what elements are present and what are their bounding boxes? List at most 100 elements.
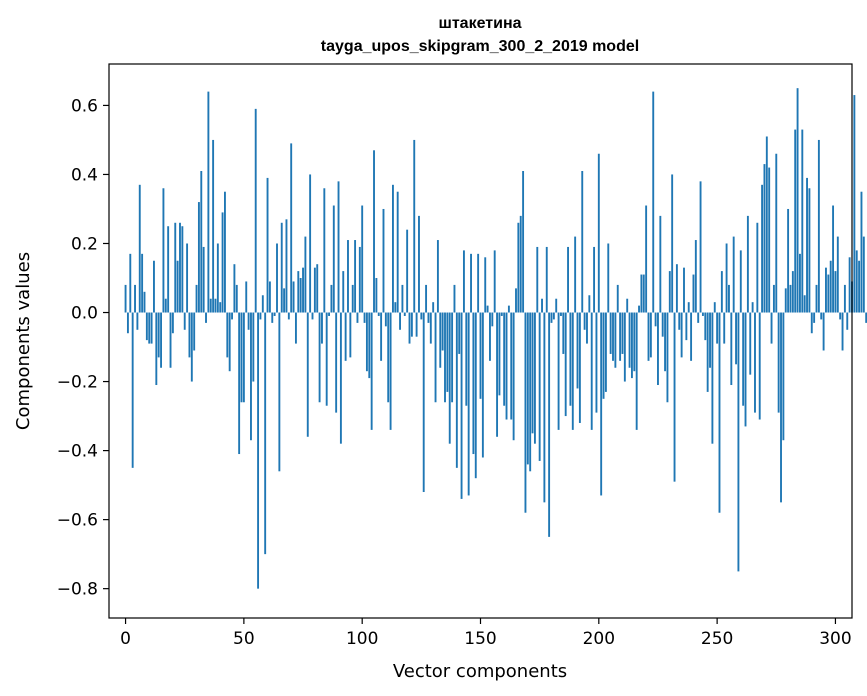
bar <box>590 312 593 430</box>
bar <box>370 312 373 430</box>
bar <box>569 312 572 406</box>
bar <box>273 312 276 316</box>
bar <box>749 312 752 375</box>
bar <box>609 312 612 354</box>
bar <box>429 312 432 344</box>
bar <box>167 226 170 313</box>
bar <box>432 302 435 313</box>
bar <box>309 174 312 313</box>
bar <box>647 312 650 361</box>
bar <box>493 250 496 313</box>
bar <box>413 139 416 313</box>
bar <box>129 253 132 313</box>
bar <box>392 184 394 313</box>
bar <box>354 240 357 313</box>
bar <box>756 222 759 313</box>
bar <box>541 298 543 313</box>
bar <box>207 91 210 313</box>
bar <box>460 312 463 499</box>
bar <box>829 260 832 313</box>
bar <box>777 312 780 413</box>
bar <box>387 312 390 403</box>
bar <box>406 229 409 313</box>
bar <box>313 267 316 313</box>
bar <box>384 312 387 327</box>
bar <box>214 298 217 313</box>
bar <box>855 250 858 313</box>
bar <box>671 174 674 313</box>
bar <box>782 312 785 441</box>
bar <box>630 312 633 379</box>
bar <box>510 312 513 420</box>
bar <box>484 257 487 313</box>
bar <box>422 312 425 493</box>
y-tick-label: −0.6 <box>57 511 98 531</box>
bar <box>193 312 196 351</box>
bar <box>403 312 406 316</box>
bar <box>328 312 330 316</box>
bar <box>787 208 790 313</box>
bar <box>467 312 470 496</box>
bar <box>623 312 626 382</box>
bar <box>834 271 837 313</box>
bar <box>538 312 541 461</box>
bar <box>531 312 534 434</box>
bar <box>619 312 622 361</box>
bar <box>718 312 721 513</box>
bar <box>337 181 340 313</box>
chart-title: штакетина <box>439 15 522 32</box>
bar <box>709 312 711 368</box>
bar <box>160 312 162 368</box>
bar <box>827 274 830 313</box>
bar <box>673 312 676 482</box>
bar <box>517 222 520 313</box>
bar <box>503 312 506 406</box>
bar <box>276 243 278 313</box>
bar <box>131 312 134 468</box>
bar <box>865 312 867 323</box>
bar <box>628 312 631 368</box>
bar <box>418 215 420 313</box>
bar <box>794 129 797 313</box>
bar <box>690 312 693 361</box>
bar <box>458 312 461 354</box>
bar <box>694 240 697 313</box>
bar <box>318 312 321 403</box>
bar <box>604 312 607 392</box>
bar <box>330 284 333 313</box>
bar <box>661 312 664 337</box>
bar <box>441 312 444 351</box>
bar <box>323 188 326 313</box>
bar <box>209 298 212 313</box>
bar <box>543 312 546 503</box>
bar <box>242 312 245 403</box>
bar <box>183 312 186 330</box>
bar <box>479 312 482 399</box>
bar <box>124 284 127 313</box>
bar <box>145 312 148 341</box>
bar <box>259 312 262 320</box>
bar <box>843 284 846 313</box>
bar <box>683 267 685 313</box>
bar <box>373 150 375 313</box>
bar <box>138 184 141 313</box>
bar <box>245 281 248 313</box>
bar <box>817 139 820 313</box>
bar <box>252 312 255 382</box>
bar <box>283 288 286 313</box>
bar <box>765 136 768 313</box>
bar <box>174 222 177 313</box>
y-axis-label: Components values <box>13 252 34 430</box>
bar <box>626 298 629 313</box>
bar <box>713 302 716 313</box>
bar <box>507 305 510 313</box>
bar <box>841 312 844 351</box>
bar <box>401 284 404 313</box>
bar <box>586 312 588 344</box>
bar <box>796 88 799 313</box>
bar <box>171 312 174 334</box>
bar <box>436 240 439 313</box>
bar <box>228 312 231 372</box>
bar <box>321 312 323 344</box>
